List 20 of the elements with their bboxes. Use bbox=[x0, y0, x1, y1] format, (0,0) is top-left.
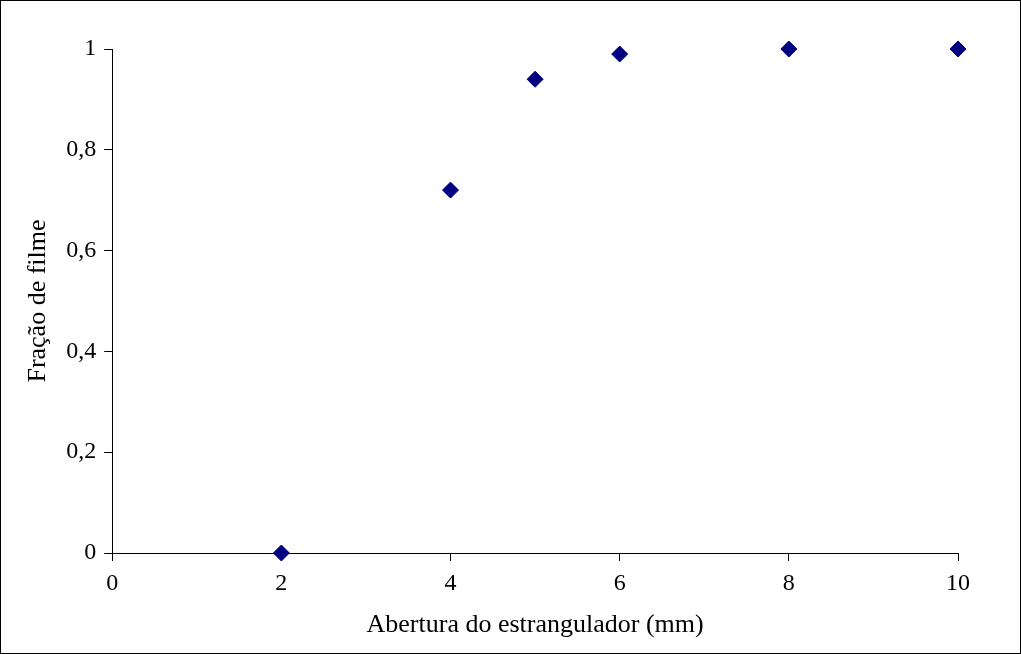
point bbox=[949, 40, 967, 58]
y-tick-label: 0,6 bbox=[66, 235, 97, 262]
x-tick-label: 10 bbox=[946, 568, 970, 595]
point bbox=[442, 181, 460, 199]
y-tick-label: 0 bbox=[84, 538, 97, 565]
y-tick-label: 1 bbox=[84, 34, 97, 61]
point bbox=[780, 40, 798, 58]
point bbox=[272, 544, 290, 562]
y-axis-title: Fração de filme bbox=[22, 219, 52, 383]
x-tick-label: 0 bbox=[106, 568, 119, 595]
point bbox=[611, 45, 629, 63]
x-tick-label: 4 bbox=[444, 568, 457, 595]
x-tick-label: 8 bbox=[782, 568, 795, 595]
y-tick-label: 0,8 bbox=[66, 135, 97, 162]
y-tick-label: 0,2 bbox=[66, 437, 97, 464]
y-tick-label: 0,4 bbox=[66, 336, 97, 363]
x-tick-label: 6 bbox=[613, 568, 626, 595]
x-tick-label: 2 bbox=[275, 568, 288, 595]
x-axis-title: Abertura do estrangulador (mm) bbox=[366, 609, 704, 639]
point bbox=[526, 70, 544, 88]
